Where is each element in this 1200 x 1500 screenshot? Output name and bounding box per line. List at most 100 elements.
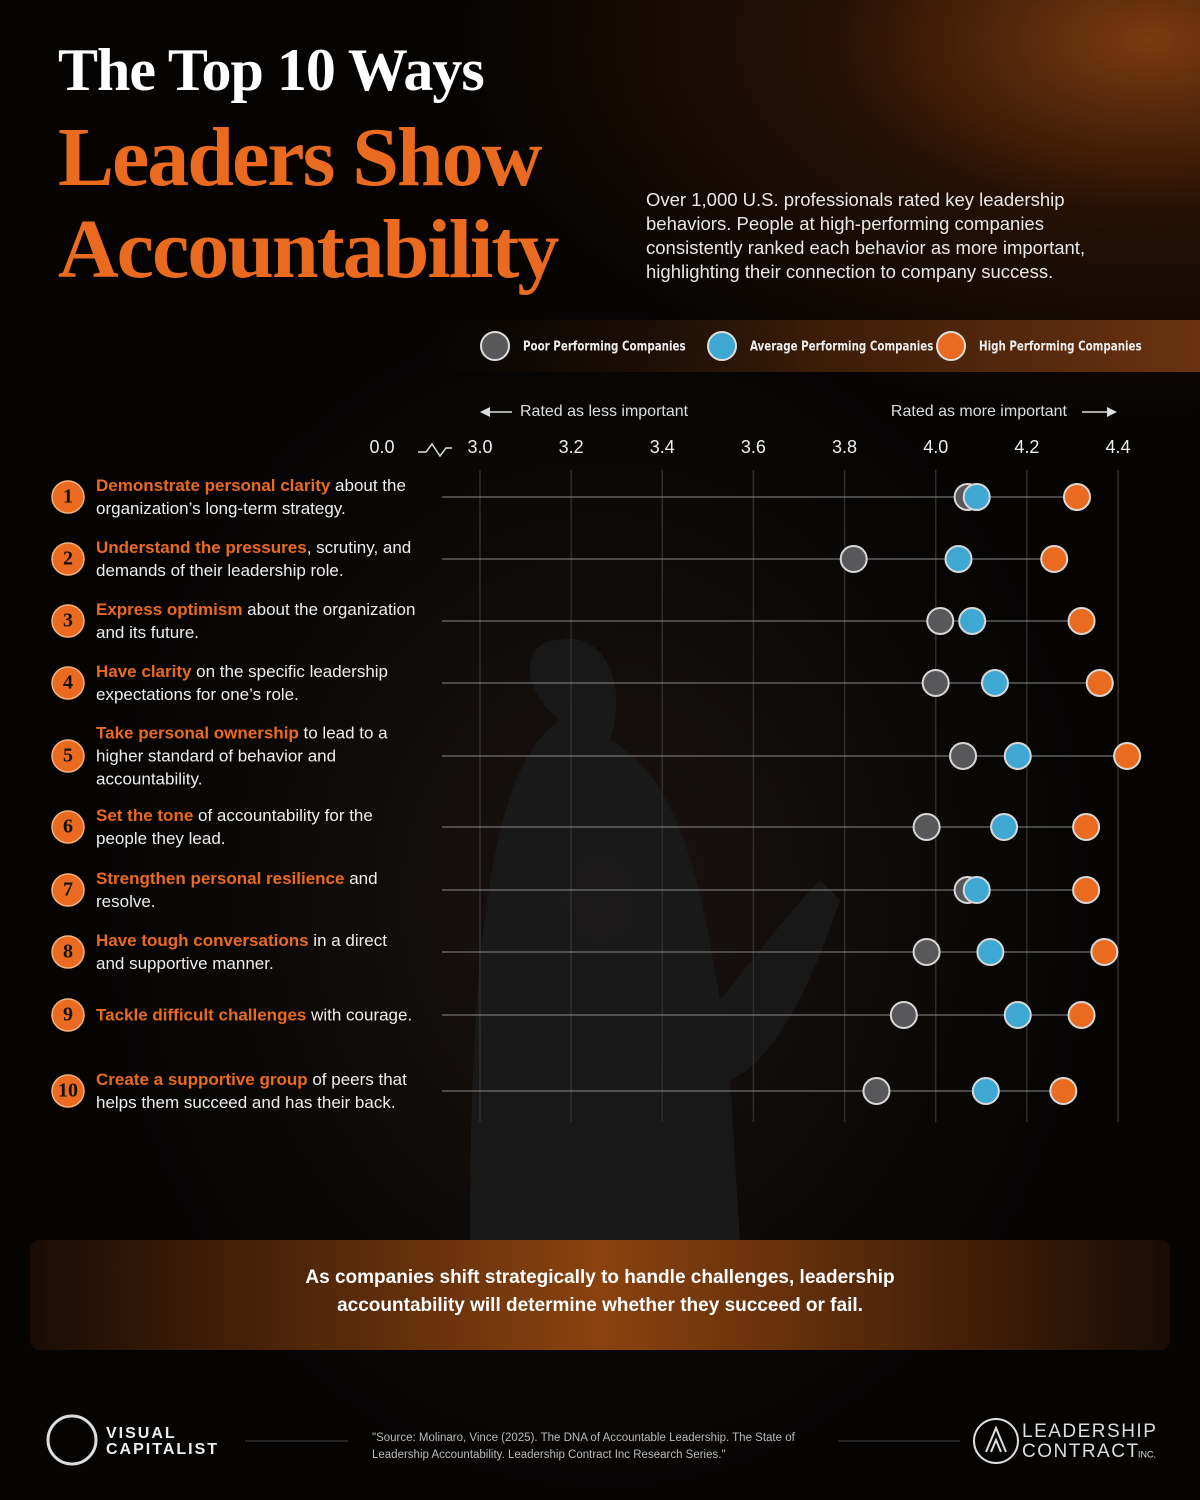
category-text: of accountability for the people they le… xyxy=(96,806,373,848)
dot xyxy=(1090,938,1119,966)
category-highlight: Have clarity xyxy=(96,662,192,681)
category-highlight: Tackle difficult challenges xyxy=(96,1005,307,1025)
category-highlight: Strengthen personal resilience xyxy=(96,869,345,888)
rank-badge xyxy=(51,873,85,907)
dot xyxy=(990,813,1019,841)
rank-badge xyxy=(51,810,85,844)
axis-break xyxy=(418,442,452,458)
annotation: Rated as more important xyxy=(891,403,1068,420)
brand-left: VISUAL xyxy=(106,1425,177,1442)
dot xyxy=(962,483,991,511)
rank-badge xyxy=(51,935,85,969)
dot xyxy=(958,607,987,635)
callout-band xyxy=(30,1240,1170,1350)
category-highlight: Set the tone xyxy=(96,806,194,825)
x-tick-label: 4.2 xyxy=(1014,437,1039,457)
brand-right: LEADERSHIP xyxy=(1022,1421,1157,1442)
rank-badge xyxy=(51,666,85,700)
category-text: about the organization’s long-term strat… xyxy=(96,476,406,518)
x-tick-label: 4.4 xyxy=(1105,437,1130,457)
category-text: , scrutiny, and demands of their leaders… xyxy=(96,538,412,580)
category-text: on the specific leadership expectations … xyxy=(96,662,389,704)
legend-label: Average Performing Companies xyxy=(750,339,934,354)
dot xyxy=(1072,876,1101,904)
x-tick-label: 3.0 xyxy=(467,437,492,457)
category-label: Demonstrate personal clarity about the o… xyxy=(96,474,418,520)
category-label: Create a supportive group of peers that … xyxy=(96,1068,418,1114)
dot xyxy=(921,669,950,697)
rank-badge xyxy=(51,739,85,773)
category-highlight: Have tough conversations xyxy=(96,931,309,950)
annotation: Rated as less important xyxy=(520,403,689,420)
rank-number: 8 xyxy=(63,941,73,963)
x-tick-label: 3.6 xyxy=(741,437,766,457)
rank-number: 7 xyxy=(63,879,73,901)
dot xyxy=(1113,742,1142,770)
callout: As companies shift strategically to hand… xyxy=(305,1267,895,1316)
category-label: Have tough conversations in a direct and… xyxy=(96,929,418,975)
dot xyxy=(976,938,1005,966)
brand-right: CONTRACT xyxy=(1022,1441,1140,1462)
category-label: Have clarity on the specific leadership … xyxy=(96,660,418,706)
dot xyxy=(1040,545,1069,573)
dot xyxy=(1003,742,1032,770)
rank-number: 2 xyxy=(63,548,73,570)
dot xyxy=(962,876,991,904)
legend-marker xyxy=(480,331,510,361)
legend-band xyxy=(420,320,1200,372)
rank-number: 5 xyxy=(63,745,73,767)
dot xyxy=(912,813,941,841)
dot xyxy=(980,669,1009,697)
brand-left: CAPITALIST xyxy=(106,1441,219,1458)
category-label: Take personal ownership to lead to a hig… xyxy=(96,722,418,791)
category-label: Understand the pressures, scrutiny, and … xyxy=(96,536,418,582)
rank-number: 6 xyxy=(63,816,73,838)
category-text: about the organization and its future. xyxy=(96,600,416,642)
rank-badge xyxy=(51,1074,85,1108)
dot xyxy=(889,1001,918,1029)
category-highlight: Take personal ownership xyxy=(96,723,299,743)
category-highlight: Understand the pressures xyxy=(96,538,307,557)
dot xyxy=(949,742,978,770)
dot xyxy=(1085,669,1114,697)
rank-number: 1 xyxy=(63,486,73,508)
dot xyxy=(912,938,941,966)
rank-badge xyxy=(51,998,85,1032)
rank-badge xyxy=(51,604,85,638)
category-highlight: Create a supportive group xyxy=(96,1070,308,1089)
category-text: of peers that helps them succeed and has… xyxy=(96,1070,407,1112)
rank-badge xyxy=(51,480,85,514)
dot xyxy=(1072,813,1101,841)
lc-logo xyxy=(973,1418,1019,1464)
dot xyxy=(1003,1001,1032,1029)
x-tick-label: 0.0 xyxy=(369,437,394,457)
dot xyxy=(839,545,868,573)
category-text: and resolve. xyxy=(96,869,378,911)
dot xyxy=(944,545,973,573)
rank-number: 3 xyxy=(63,610,73,632)
category-text: with courage. xyxy=(306,1005,413,1025)
legend-label: Poor Performing Companies xyxy=(523,339,686,354)
source: "Source: Molinaro, Vince (2025). The DNA… xyxy=(372,1432,795,1461)
title-highlight: Leaders Show Accountability xyxy=(58,111,559,296)
category-label: Tackle difficult challenges with courage… xyxy=(96,1004,418,1027)
dot xyxy=(1067,1001,1096,1029)
dot xyxy=(1062,483,1091,511)
dot xyxy=(971,1077,1000,1105)
dot xyxy=(862,1077,891,1105)
vc-logo xyxy=(46,1414,98,1466)
dot xyxy=(926,607,955,635)
rank-badge xyxy=(51,542,85,576)
person-silhouette xyxy=(470,638,840,1240)
dot xyxy=(1049,1077,1078,1105)
legend-label: High Performing Companies xyxy=(979,339,1142,354)
category-label: Set the tone of accountability for the p… xyxy=(96,804,418,850)
category-highlight: Demonstrate personal clarity xyxy=(96,476,331,495)
x-tick-label: 3.8 xyxy=(832,437,857,457)
category-text: in a direct and supportive manner. xyxy=(96,931,387,973)
category-highlight: Express optimism xyxy=(96,600,243,619)
rank-number: 9 xyxy=(63,1004,73,1026)
subtitle: Over 1,000 U.S. professionals rated key … xyxy=(646,189,1086,282)
